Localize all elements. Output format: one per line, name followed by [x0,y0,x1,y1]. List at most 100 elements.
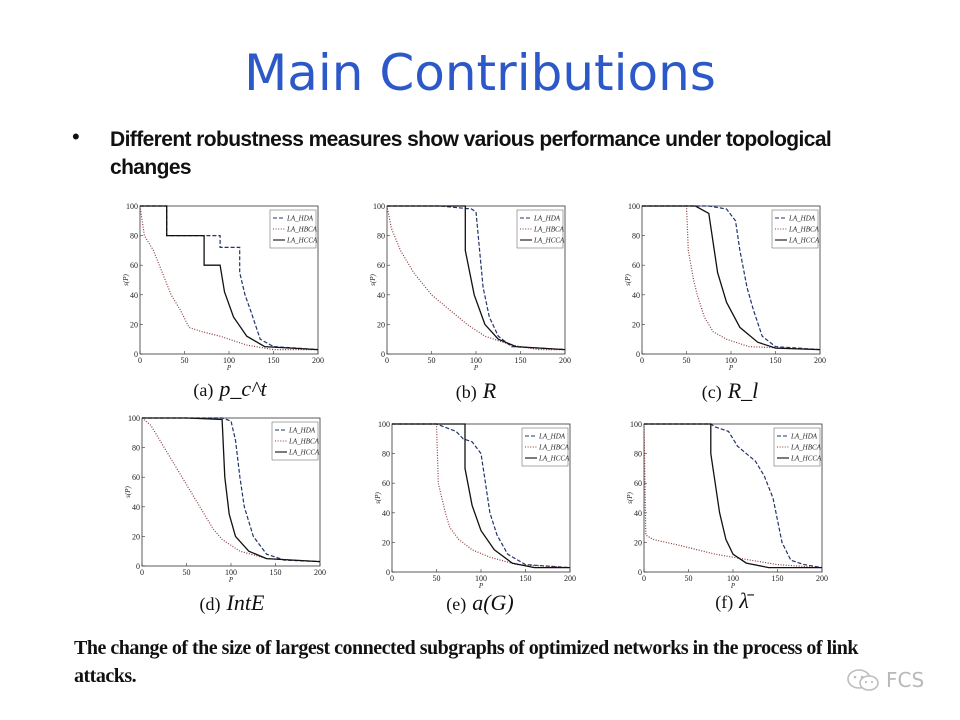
legend-label: LA_HCCA [533,237,565,245]
legend-box [271,421,319,461]
caption-c-symbol: R_l [727,378,759,403]
caption-f-symbol: λ̄ [739,588,749,613]
y-tick-label: 80 [382,450,390,459]
bullet-dot-icon: • [72,124,80,149]
series-line-la-hda [142,417,321,563]
series-line-la-hcca [142,417,321,563]
caption-a-letter: (a) [193,380,214,400]
series-line-la-hbca [141,417,321,563]
y-tick-label: 100 [128,414,140,423]
chart-f: 0 50 100 150 200020406080100Ps(P)LA_HDALA_HB… [626,420,828,590]
chart-a: 0 50 100 150 200020406080100Ps(P)LA_HDALA_HB… [122,202,324,372]
caption-e-symbol: a(G) [472,590,514,615]
y-tick-label: 0 [386,568,390,577]
x-axis-label: P [478,582,484,590]
legend-label: LA_HDA [286,215,314,223]
slide-title: Main Contributions [244,44,716,102]
x-tick-label: 0 [390,574,394,583]
chart-d: 0 50 100 150 200020406080100Ps(P)LA_HDALA_HB… [124,414,326,584]
x-axis-label: P [473,364,479,372]
legend-label: LA_HDA [288,427,316,435]
legend-box [521,427,569,467]
y-tick-label: 60 [130,261,138,270]
x-tick-label: 200 [314,568,326,577]
y-tick-label: 20 [382,538,390,547]
x-tick-label: 50 [683,356,691,365]
y-tick-label: 20 [130,320,138,329]
series-line-la-hbca [139,205,318,351]
caption-f-letter: (f) [715,592,734,612]
x-tick-label: 100 [225,568,237,577]
caption-b-letter: (b) [455,382,477,402]
y-tick-label: 0 [636,350,640,359]
caption-d-letter: (d) [199,594,221,614]
y-tick-label: 60 [377,261,385,270]
legend-label: LA_HDA [533,215,561,223]
caption-b: (b) R [376,378,576,404]
legend-label: LA_HBCA [538,444,570,452]
series-line-la-hcca [642,205,821,351]
y-tick-label: 0 [381,350,385,359]
x-tick-label: 50 [183,568,191,577]
x-tick-label: 0 [640,356,644,365]
y-tick-label: 20 [634,538,642,547]
y-tick-label: 80 [632,232,640,241]
legend-label: LA_HCCA [286,237,318,245]
y-tick-label: 80 [132,444,140,453]
y-tick-label: 100 [630,420,642,429]
x-tick-label: 150 [772,574,784,583]
bullet-text: Different robustness measures show vario… [110,128,832,179]
legend-box [516,209,564,249]
y-tick-label: 40 [632,291,640,300]
x-axis-label: P [728,364,734,372]
caption-a-symbol: p_c^t [219,376,267,401]
x-tick-label: 50 [428,356,436,365]
y-axis-label: s(P) [624,274,632,286]
x-tick-label: 200 [312,356,324,365]
chart-e: 0 50 100 150 200020406080100Ps(P)LA_HDALA_HB… [374,420,576,590]
series-line-la-hda [644,423,823,569]
legend-label: LA_HBCA [533,226,565,234]
y-tick-label: 100 [373,202,385,211]
y-tick-label: 40 [130,291,138,300]
caption-e-letter: (e) [446,594,467,614]
chart-c: 0 50 100 150 200020406080100Ps(P)LA_HDALA_HB… [624,202,826,372]
y-tick-label: 60 [132,473,140,482]
x-tick-label: 200 [559,356,571,365]
x-tick-label: 100 [223,356,235,365]
legend-label: LA_HCCA [288,449,320,457]
caption-d-symbol: IntE [226,590,265,615]
legend-label: LA_HBCA [286,226,318,234]
y-tick-label: 80 [130,232,138,241]
y-tick-label: 60 [632,261,640,270]
y-axis-label: s(P) [374,492,382,504]
wechat-logo-icon [847,669,879,691]
legend-label: LA_HCCA [788,237,820,245]
x-tick-label: 150 [515,356,527,365]
y-tick-label: 0 [638,568,642,577]
x-tick-label: 200 [816,574,828,583]
series-line-la-hcca [140,205,319,351]
x-axis-label: P [228,576,234,584]
y-tick-label: 20 [377,320,385,329]
legend-label: LA_HDA [790,433,818,441]
y-tick-label: 60 [634,479,642,488]
y-tick-label: 20 [632,320,640,329]
x-tick-label: 50 [433,574,441,583]
series-line-la-hda [642,205,821,351]
x-tick-label: 100 [475,574,487,583]
y-axis-label: s(P) [124,486,132,498]
caption-e: (e) a(G) [380,590,580,616]
legend-label: LA_HDA [788,215,816,223]
legend-label: LA_HCCA [790,455,822,463]
y-tick-label: 20 [132,532,140,541]
x-tick-label: 200 [814,356,826,365]
x-tick-label: 150 [520,574,532,583]
x-tick-label: 150 [270,568,282,577]
legend-label: LA_HBCA [788,226,820,234]
